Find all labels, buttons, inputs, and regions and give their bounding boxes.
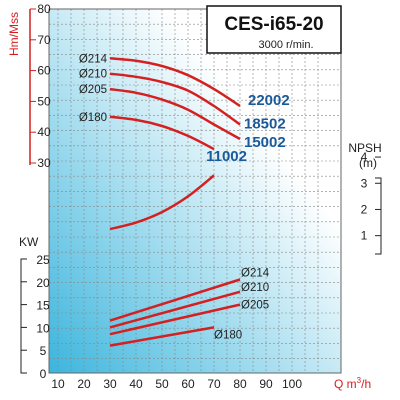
npsh-axis-label: NPSH <box>348 141 381 155</box>
head-curve <box>109 57 241 108</box>
npsh-ticks: 1 2 3 4 <box>361 150 381 243</box>
npsh-tick-label: 3 <box>361 176 368 190</box>
power-curve-label: Ø210 <box>241 282 269 294</box>
x-tick-label: 70 <box>207 377 221 391</box>
head-tick-label: 80 <box>37 2 51 16</box>
head-tick-label: 60 <box>37 64 51 78</box>
x-tick-label: 60 <box>181 377 195 391</box>
head-axis-label: Hm/Mss <box>7 12 21 56</box>
npsh-curve <box>109 174 215 231</box>
head-curve-label: Ø210 <box>79 69 107 81</box>
x-tick-label: 10 <box>51 377 65 391</box>
head-tick-label: 30 <box>37 156 51 170</box>
npsh-tick-label: 4 <box>361 150 368 164</box>
model-code-label: 15002 <box>244 134 286 151</box>
head-ticks: 30 40 50 60 70 80 <box>30 2 51 170</box>
speed-label: 3000 r/min. <box>258 39 313 51</box>
x-ticks: 10 20 30 40 50 60 70 80 90 100 <box>51 377 302 391</box>
power-curve-label: Ø205 <box>241 300 269 312</box>
x-tick-label: 80 <box>233 377 247 391</box>
npsh-tick-label: 1 <box>361 229 368 243</box>
power-curve-label: Ø214 <box>241 268 270 280</box>
x-tick-label: 40 <box>129 377 143 391</box>
power-tick-label: 10 <box>36 321 50 335</box>
head-tick-label: 70 <box>37 33 51 47</box>
head-curve-label: Ø205 <box>79 84 107 96</box>
plot-border <box>48 8 342 374</box>
power-curve <box>109 326 215 347</box>
power-curve <box>109 303 241 336</box>
head-curves: Ø214 22002 Ø210 18502 Ø205 15002 Ø180 11002 <box>79 53 290 165</box>
x-tick-label: 90 <box>259 377 273 391</box>
power-tick-label: 25 <box>36 253 50 267</box>
power-axis-line <box>20 258 27 374</box>
power-axis-label: KW <box>19 235 39 249</box>
flow-axis-label-sup: 3 <box>357 376 362 385</box>
power-curve-label: Ø180 <box>214 329 242 341</box>
head-curve <box>109 87 241 141</box>
power-curve <box>109 278 241 322</box>
x-tick-label: 30 <box>103 377 117 391</box>
head-curve <box>109 115 215 151</box>
power-curves: Ø214 Ø210 Ø205 Ø180 <box>109 268 270 347</box>
model-code-label: 22002 <box>248 92 290 109</box>
npsh-axis-line <box>375 177 382 255</box>
power-tick-label: 15 <box>36 299 50 313</box>
model-code-label: 11002 <box>206 148 247 165</box>
head-curve <box>109 72 241 126</box>
power-tick-label: 5 <box>40 344 47 358</box>
power-tick-label: 20 <box>36 276 50 290</box>
npsh-tick-label: 2 <box>361 202 368 216</box>
head-curve-label: Ø214 <box>79 53 108 65</box>
power-curve <box>109 290 241 329</box>
npsh-axis-unit: (m) <box>359 156 377 170</box>
model-code-label: 18502 <box>244 116 286 133</box>
flow-axis-label-main: Q m <box>334 377 357 391</box>
x-tick-label: 20 <box>77 377 91 391</box>
head-tick-label: 40 <box>37 125 51 139</box>
flow-axis-label: Q m3/h <box>334 376 371 391</box>
x-tick-label: 50 <box>155 377 169 391</box>
flow-axis-label-end: /h <box>361 377 371 391</box>
x-tick-label: 100 <box>282 377 302 391</box>
npsh-curve-group <box>109 174 215 231</box>
power-tick-label: 0 <box>40 367 47 381</box>
chart-title: CES-i65-20 <box>224 14 323 35</box>
head-curve-label: Ø180 <box>79 112 107 124</box>
title-box <box>206 5 342 54</box>
power-ticks: 0 5 10 15 20 25 <box>21 253 50 381</box>
head-tick-label: 50 <box>37 94 51 108</box>
